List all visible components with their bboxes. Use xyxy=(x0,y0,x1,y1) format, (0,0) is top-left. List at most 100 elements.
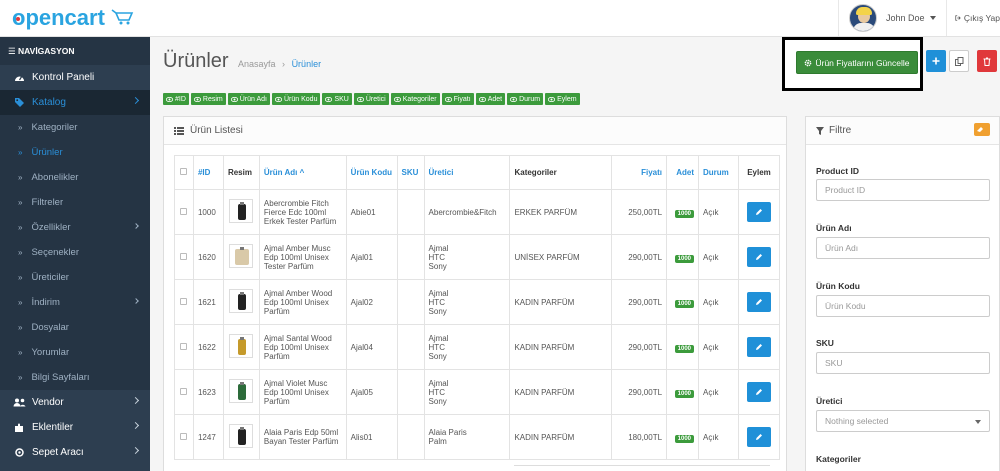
sidebar-sub-downloads[interactable]: » Dosyalar xyxy=(0,315,150,340)
sidebar-sub-manufacturers[interactable]: » Üreticiler xyxy=(0,265,150,290)
sidebar-item-dashboard[interactable]: Kontrol Paneli xyxy=(0,65,150,90)
toggle-status[interactable]: Durum xyxy=(507,93,544,105)
sidebar-sub-filters[interactable]: » Filtreler xyxy=(0,190,150,215)
row-name: Ajmal Amber Musc Edp 100ml Unisex Tester… xyxy=(258,234,347,280)
clear-filter-button[interactable] xyxy=(974,123,990,136)
sidebar-sub-information[interactable]: » Bilgi Sayfaları xyxy=(0,365,150,390)
sidebar-item-vendor[interactable]: Vendor xyxy=(0,390,150,415)
edit-button[interactable] xyxy=(746,427,771,447)
sub-item-label: Kategoriler xyxy=(31,122,78,133)
filter-name-input[interactable]: Ürün Adı xyxy=(816,237,990,259)
horizontal-scrollbar[interactable] xyxy=(514,465,770,471)
opencart-logo[interactable]: opencart xyxy=(12,5,142,31)
toggle-label: Ürün Adı xyxy=(239,95,267,103)
double-chevron-icon: » xyxy=(18,323,23,332)
edit-button[interactable] xyxy=(746,382,771,402)
sidebar-item-catalog[interactable]: Katalog xyxy=(0,90,150,115)
table-row: 1000 Abercrombie Fitch Fierce Edc 100ml E… xyxy=(174,189,781,235)
column-manufacturer[interactable]: Üretici xyxy=(423,155,511,190)
sidebar-sub-products[interactable]: » Ürünler xyxy=(0,140,150,165)
row-name: Alaia Paris Edp 50ml Bayan Tester Parfüm xyxy=(258,414,347,460)
chevron-right-icon xyxy=(131,446,140,455)
pencil-icon xyxy=(755,254,762,260)
row-checkbox[interactable] xyxy=(174,189,194,235)
copy-product-button[interactable] xyxy=(949,50,969,72)
toggle-quantity[interactable]: Adet xyxy=(475,93,506,105)
toggle-image[interactable]: Resim xyxy=(190,93,226,105)
sidebar-sub-subscriptions[interactable]: » Abonelikler xyxy=(0,165,150,190)
column-name[interactable]: Ürün Adı ^ xyxy=(258,155,347,190)
breadcrumb-home[interactable]: Anasayfa xyxy=(238,59,276,69)
row-checkbox[interactable] xyxy=(174,279,194,325)
filter-product-id-input[interactable]: Product ID xyxy=(816,179,990,201)
row-status: Açık xyxy=(698,324,739,370)
sidebar-sub-discounts[interactable]: » İndirim xyxy=(0,290,150,315)
filter-heading: Filtre xyxy=(806,117,999,145)
row-checkbox[interactable] xyxy=(174,324,194,370)
update-prices-button[interactable]: Ürün Fiyatlarını Güncelle xyxy=(796,51,918,74)
column-id[interactable]: #ID xyxy=(192,155,224,190)
sidebar-item-cart-tool[interactable]: Sepet Aracı xyxy=(0,440,150,465)
select-all-checkbox[interactable] xyxy=(174,155,194,190)
edit-button[interactable] xyxy=(746,292,771,312)
row-manufacturer: Ajmal HTC Sony xyxy=(423,234,511,280)
breadcrumb-current[interactable]: Ürünler xyxy=(291,59,322,69)
edit-button[interactable] xyxy=(746,202,771,222)
toggle-action[interactable]: Eylem xyxy=(545,93,580,105)
chevron-right-icon xyxy=(133,298,139,304)
column-sku[interactable]: SKU xyxy=(396,155,425,190)
column-toggles: #ID Resim Ürün Adı Ürün Kodu SKU Üretici… xyxy=(163,93,580,105)
filter-code-input[interactable]: Ürün Kodu xyxy=(816,295,990,317)
product-thumbnail xyxy=(222,279,260,325)
row-quantity: 1000 xyxy=(666,324,699,370)
column-status[interactable]: Durum xyxy=(698,155,739,190)
row-checkbox[interactable] xyxy=(174,234,194,280)
row-category: KADIN PARFÜM xyxy=(509,324,613,370)
toggle-label: SKU xyxy=(334,95,349,103)
toggle-label: Eylem xyxy=(557,95,577,103)
row-checkbox[interactable] xyxy=(174,414,194,460)
toggle-label: Durum xyxy=(519,95,541,103)
row-price: 290,00TL xyxy=(611,369,668,415)
breadcrumb-separator: › xyxy=(282,59,286,69)
edit-button[interactable] xyxy=(746,247,771,267)
sub-item-label: İndirim xyxy=(31,297,60,308)
filter-label-sku: SKU xyxy=(816,338,834,348)
delete-product-button[interactable] xyxy=(977,50,997,72)
sidebar-sub-options[interactable]: » Seçenekler xyxy=(0,240,150,265)
product-thumbnail xyxy=(222,324,260,370)
toggle-price[interactable]: Fiyatı xyxy=(441,93,474,105)
eye-icon xyxy=(510,96,518,102)
toggle-name[interactable]: Ürün Adı xyxy=(227,93,270,105)
row-code: Alis01 xyxy=(345,414,398,460)
edit-button[interactable] xyxy=(746,337,771,357)
logout-link[interactable]: Çıkış Yap xyxy=(946,0,1000,36)
row-name: Ajmal Santal Wood Edp 100ml Unisex Parfü… xyxy=(258,324,347,370)
row-status: Açık xyxy=(698,234,739,280)
quantity-badge: 1000 xyxy=(674,389,694,398)
toggle-id[interactable]: #ID xyxy=(163,93,189,105)
row-checkbox[interactable] xyxy=(174,369,194,415)
column-code[interactable]: Ürün Kodu xyxy=(345,155,398,190)
double-chevron-icon: » xyxy=(18,173,23,182)
filter-panel: Filtre Product ID Product ID Ürün Adı Ür… xyxy=(805,116,1000,471)
sidebar-item-extensions[interactable]: Eklentiler xyxy=(0,415,150,440)
toggle-sku[interactable]: SKU xyxy=(322,93,352,105)
filter-sku-input[interactable]: SKU xyxy=(816,352,990,374)
user-menu[interactable]: John Doe xyxy=(838,0,946,36)
row-code: Ajal04 xyxy=(345,324,398,370)
add-product-button[interactable] xyxy=(926,50,946,72)
chevron-right-icon xyxy=(131,421,140,430)
sidebar-sub-categories[interactable]: » Kategoriler xyxy=(0,115,150,140)
toggle-manufacturer[interactable]: Üretici xyxy=(353,93,389,105)
column-price[interactable]: Fiyatı xyxy=(611,155,668,190)
filter-manufacturer-select[interactable]: Nothing selected xyxy=(816,410,990,432)
product-thumbnail xyxy=(222,414,260,460)
toggle-categories[interactable]: Kategoriler xyxy=(390,93,440,105)
eye-icon xyxy=(548,96,556,102)
toggle-code[interactable]: Ürün Kodu xyxy=(272,93,321,105)
row-price: 250,00TL xyxy=(611,189,668,235)
sidebar-sub-reviews[interactable]: » Yorumlar xyxy=(0,340,150,365)
column-quantity[interactable]: Adet xyxy=(666,155,699,190)
sidebar-sub-attributes[interactable]: » Özellikler xyxy=(0,215,150,240)
